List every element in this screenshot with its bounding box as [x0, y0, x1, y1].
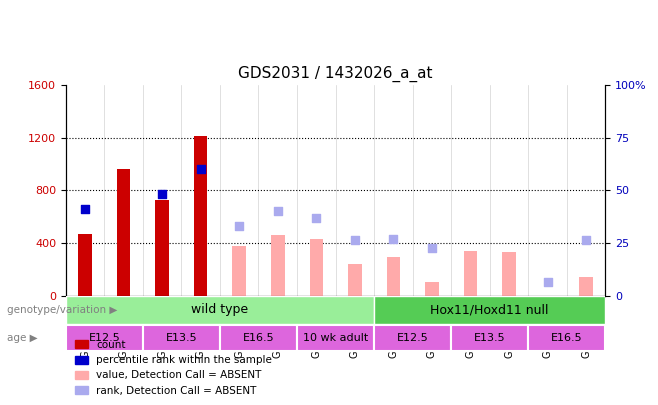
Point [195, 166, 206, 173]
Bar [348, 264, 362, 296]
Bar [194, 136, 207, 296]
Text: E16.5: E16.5 [551, 333, 582, 343]
FancyBboxPatch shape [528, 326, 605, 351]
Point [349, 237, 360, 244]
Text: wild type: wild type [191, 303, 249, 316]
FancyBboxPatch shape [66, 326, 143, 351]
Bar [502, 252, 516, 296]
FancyBboxPatch shape [374, 296, 605, 324]
FancyBboxPatch shape [143, 326, 220, 351]
Text: E13.5: E13.5 [474, 333, 505, 343]
Legend: count, percentile rank within the sample, value, Detection Call = ABSENT, rank, : count, percentile rank within the sample… [71, 336, 276, 400]
Point [80, 206, 90, 212]
Text: E13.5: E13.5 [166, 333, 197, 343]
Point [234, 223, 245, 229]
Bar [309, 239, 323, 296]
Point [157, 191, 167, 198]
FancyBboxPatch shape [451, 326, 528, 351]
Text: 10 wk adult: 10 wk adult [303, 333, 368, 343]
Text: E16.5: E16.5 [243, 333, 274, 343]
Point [581, 237, 592, 244]
Text: E12.5: E12.5 [88, 333, 120, 343]
Bar [232, 245, 246, 296]
FancyBboxPatch shape [220, 326, 297, 351]
FancyBboxPatch shape [297, 326, 374, 351]
Text: E12.5: E12.5 [397, 333, 428, 343]
Bar [464, 251, 477, 296]
Text: Hox11/Hoxd11 null: Hox11/Hoxd11 null [430, 303, 549, 316]
Bar [271, 235, 284, 296]
Title: GDS2031 / 1432026_a_at: GDS2031 / 1432026_a_at [238, 66, 433, 82]
Point [272, 208, 283, 215]
Point [388, 236, 399, 242]
FancyBboxPatch shape [374, 326, 451, 351]
Text: genotype/variation ▶: genotype/variation ▶ [7, 305, 117, 315]
Bar [155, 200, 169, 296]
Point [542, 279, 553, 286]
Bar [387, 258, 400, 296]
Text: age ▶: age ▶ [7, 333, 38, 343]
Bar [425, 283, 439, 296]
Point [311, 215, 322, 221]
Point [426, 245, 437, 252]
Bar [117, 169, 130, 296]
FancyBboxPatch shape [66, 296, 374, 324]
Bar [579, 277, 593, 296]
Bar [78, 234, 92, 296]
